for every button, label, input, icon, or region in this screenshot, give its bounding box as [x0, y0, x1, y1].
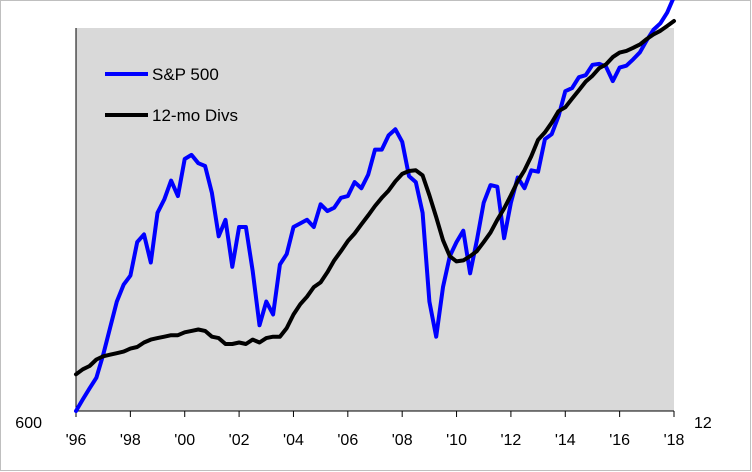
- sp500-line: [74, 0, 675, 413]
- series-lines: [74, 0, 676, 413]
- legend: S&P 500 12-mo Divs: [105, 65, 238, 125]
- x-tick-label: '00: [174, 432, 195, 449]
- x-tick-label: '96: [66, 432, 87, 449]
- x-tick-label: '10: [446, 432, 467, 449]
- x-axis-tick-labels: '96 '98 '00 '02 '04 '06 '08 '10 '12 '14 '16 '18: [66, 432, 685, 449]
- x-tick-label: '14: [555, 432, 576, 449]
- x-tick-label: '06: [337, 432, 358, 449]
- x-tick-label: '16: [609, 432, 630, 449]
- x-tick-label: '04: [283, 432, 304, 449]
- legend-label-dividends: 12-mo Divs: [152, 106, 238, 125]
- left-axis-min-label: 600: [15, 415, 42, 432]
- right-axis-min-label: 12: [694, 415, 712, 432]
- legend-label-sp500: S&P 500: [152, 65, 219, 84]
- plot-area: [76, 28, 674, 411]
- x-tick-label: '98: [120, 432, 141, 449]
- x-tick-label: '02: [229, 432, 250, 449]
- dividends-line: [74, 19, 676, 377]
- x-tick-label: '08: [392, 432, 413, 449]
- x-tick-label: '12: [500, 432, 521, 449]
- x-axis-ticks: [75, 411, 675, 417]
- x-tick-label: '18: [664, 432, 685, 449]
